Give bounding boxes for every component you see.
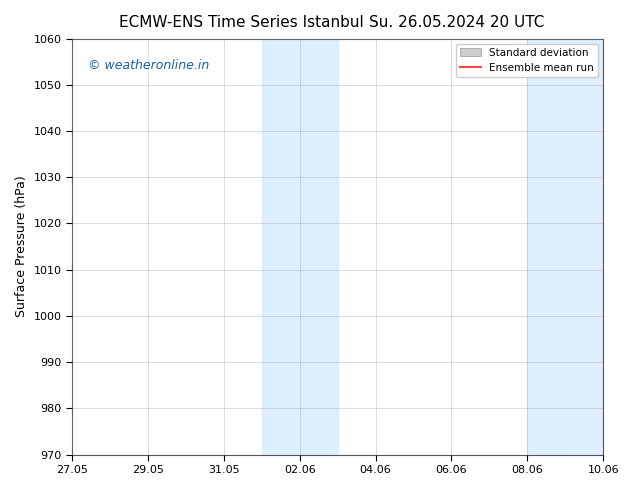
Text: ECMW-ENS Time Series Istanbul: ECMW-ENS Time Series Istanbul	[119, 15, 363, 30]
Bar	[262, 39, 338, 455]
Legend: Standard deviation, Ensemble mean run: Standard deviation, Ensemble mean run	[456, 44, 598, 77]
Y-axis label: Surface Pressure (hPa): Surface Pressure (hPa)	[15, 176, 28, 318]
Text: Su. 26.05.2024 20 UTC: Su. 26.05.2024 20 UTC	[369, 15, 544, 30]
Bar	[527, 39, 603, 455]
Text: © weatheronline.in: © weatheronline.in	[88, 59, 209, 73]
